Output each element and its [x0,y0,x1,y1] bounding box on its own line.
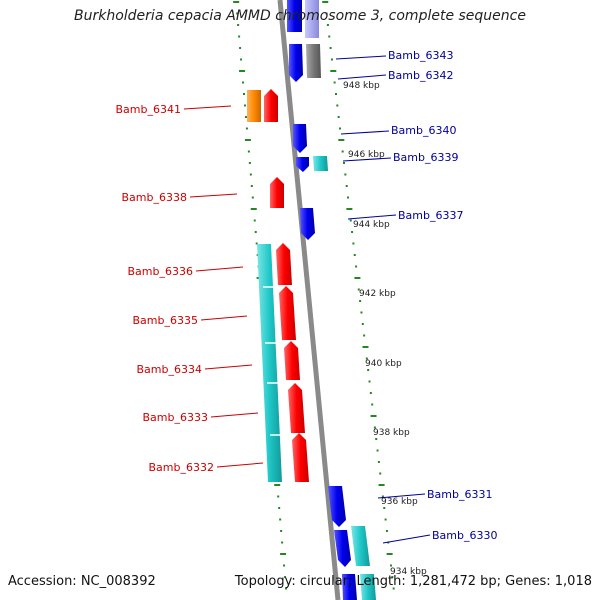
left-strand-genes [247,89,309,482]
leader-line [183,105,232,110]
leader-line [382,534,431,544]
label-bamb-6336[interactable]: Bamb_6336 [128,265,193,278]
label-bamb-6340[interactable]: Bamb_6340 [391,124,456,137]
label-bamb-6332[interactable]: Bamb_6332 [149,461,214,474]
label-bamb-6338[interactable]: Bamb_6338 [122,191,187,204]
leader-line [200,315,248,321]
label-bamb-6334[interactable]: Bamb_6334 [137,363,202,376]
leader-line [347,214,397,220]
leader-line [335,55,387,60]
label-bamb-6342[interactable]: Bamb_6342 [388,69,453,82]
gene-bamb-6339-block[interactable] [313,156,328,171]
leader-line [337,74,387,80]
gene-bamb-6341-block[interactable] [247,90,261,122]
scale-label-934: 934 kbp [390,567,427,577]
gene-bamb-6331-arrow[interactable] [328,486,346,527]
gene-bottom-partial-cyan[interactable] [360,574,376,600]
accession-text: Accession: NC_008392 [8,574,156,589]
right-strand-genes [287,0,376,600]
leader-line [340,130,390,135]
scale-label-938: 938 kbp [373,428,410,438]
gene-bamb-6332-arrow[interactable] [292,433,309,482]
scale-label-936: 936 kbp [381,497,418,507]
gene-bamb-6330-arrow[interactable] [334,530,351,567]
right-gene-labels: Bamb_6343 Bamb_6342 Bamb_6340 Bamb_6339 … [335,49,497,544]
gene-bamb-6335-arrow[interactable] [279,286,296,340]
scale-label-946: 946 kbp [348,150,385,160]
scale-label-944: 944 kbp [353,220,390,230]
label-bamb-6330[interactable]: Bamb_6330 [432,529,497,542]
leader-line [189,193,238,198]
label-bamb-6339[interactable]: Bamb_6339 [393,151,458,164]
label-bamb-6341[interactable]: Bamb_6341 [116,103,181,116]
chromosome-backbone [277,0,341,600]
leader-line [342,157,392,162]
gene-bamb-6330-block[interactable] [351,526,370,566]
gene-bamb-6342-block[interactable] [306,44,321,78]
leader-line [204,364,253,370]
map-title: Burkholderia cepacia AMMD chromosome 3, … [74,8,526,24]
scale-label-940: 940 kbp [365,359,402,369]
scale-label-948: 948 kbp [343,81,380,91]
label-bamb-6337[interactable]: Bamb_6337 [398,209,463,222]
gene-bamb-6333-arrow[interactable] [288,383,305,433]
leader-line [216,462,264,468]
gene-bamb-6340-arrow[interactable] [293,124,307,153]
left-gene-labels: Bamb_6341 Bamb_6338 Bamb_6336 Bamb_6335 … [116,103,264,474]
leader-line [195,266,244,272]
label-bamb-6343[interactable]: Bamb_6343 [388,49,453,62]
gene-bottom-partial-blue[interactable] [342,574,357,600]
label-bamb-6331[interactable]: Bamb_6331 [427,488,492,501]
leader-line [377,493,426,499]
gene-bamb-6337-arrow[interactable] [300,208,315,240]
gene-bamb-6339-arrow[interactable] [296,157,309,172]
gene-bamb-6341-arrow[interactable] [264,89,278,122]
gene-top-partial-blue[interactable] [287,0,302,32]
label-bamb-6333[interactable]: Bamb_6333 [143,411,208,424]
right-tick-track [322,1,395,590]
gene-bamb-6338-arrow[interactable] [270,177,284,208]
scale-labels: 948 kbp 946 kbp 944 kbp 942 kbp 940 kbp … [343,81,427,577]
label-bamb-6335[interactable]: Bamb_6335 [133,314,198,327]
gene-bamb-6336-arrow[interactable] [276,243,292,285]
topology-text: Topology: circular; Length: 1,281,472 bp… [234,574,592,589]
gene-cyan-block-bamb-6336-6332[interactable] [257,244,282,482]
gene-top-partial-lavender[interactable] [305,0,319,38]
leader-line [210,412,259,418]
gene-bamb-6334-arrow[interactable] [284,341,300,380]
gene-bamb-6343-arrow[interactable] [289,44,303,82]
scale-label-942: 942 kbp [359,289,396,299]
